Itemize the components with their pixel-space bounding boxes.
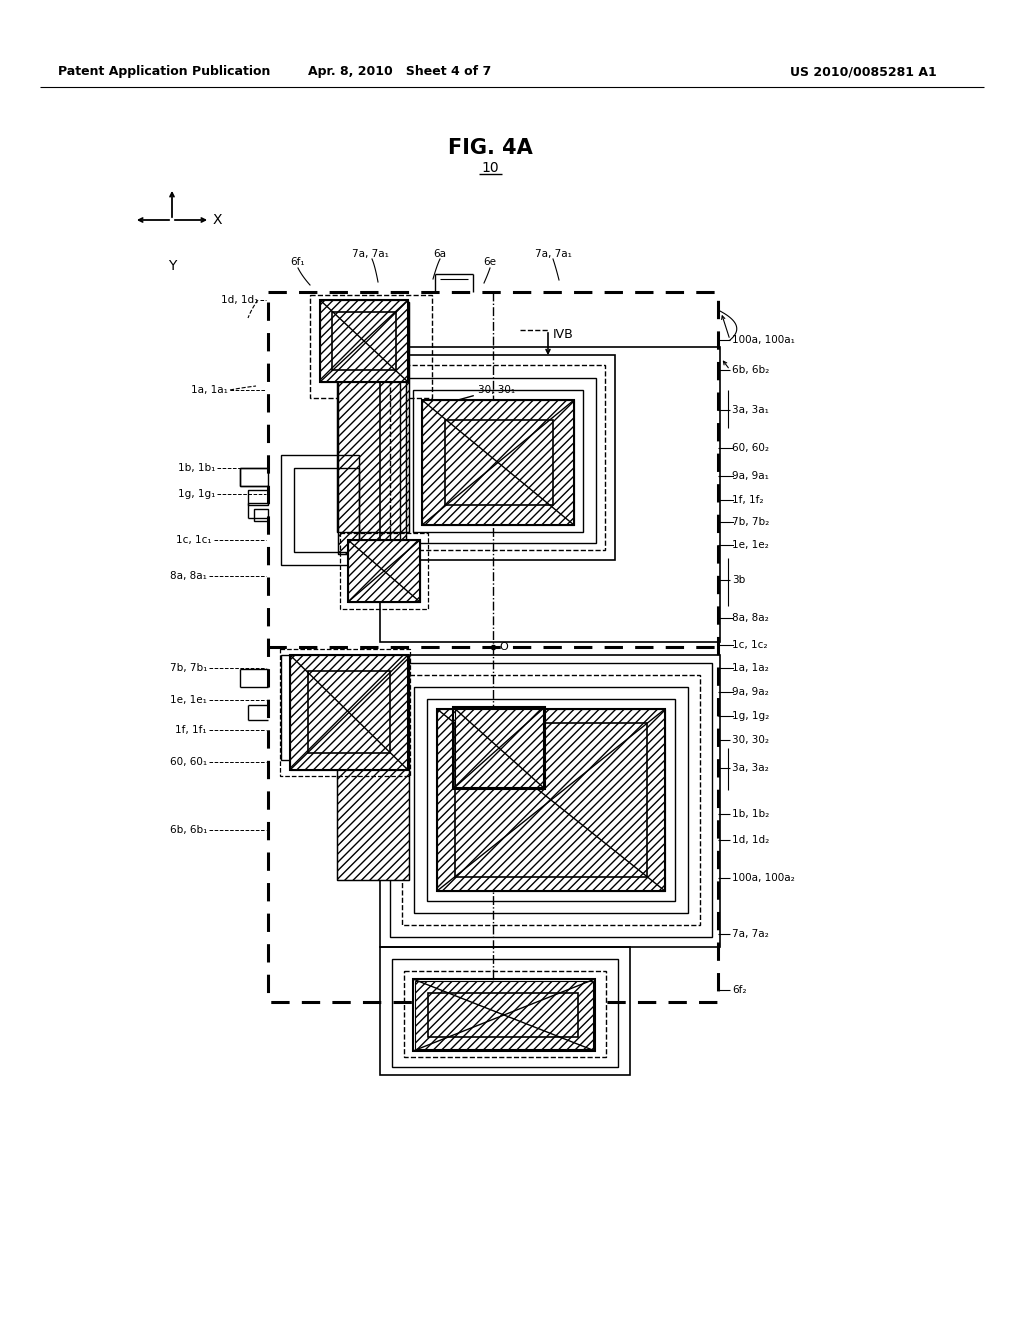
- Text: 3a, 3a₂: 3a, 3a₂: [732, 763, 769, 774]
- Text: 7a, 7a₁: 7a, 7a₁: [535, 249, 571, 259]
- Bar: [290, 655, 408, 770]
- Text: 100a, 100a₂: 100a, 100a₂: [732, 873, 795, 883]
- Text: 60, 60₂: 60, 60₂: [732, 444, 769, 453]
- Text: 1b, 1b₁: 1b, 1b₁: [177, 463, 215, 473]
- Bar: [453, 708, 545, 789]
- Bar: [340, 533, 428, 609]
- Bar: [380, 946, 630, 1074]
- Bar: [319, 300, 408, 381]
- Bar: [248, 490, 268, 506]
- Bar: [437, 709, 665, 891]
- Text: 1e, 1e₂: 1e, 1e₂: [732, 540, 769, 550]
- Bar: [380, 355, 615, 560]
- Bar: [404, 972, 606, 1057]
- Bar: [281, 655, 359, 760]
- Bar: [422, 400, 574, 525]
- Text: 9a, 9a₂: 9a, 9a₂: [732, 686, 769, 697]
- Bar: [390, 663, 712, 937]
- Bar: [332, 312, 396, 370]
- Bar: [294, 669, 359, 747]
- Bar: [402, 675, 700, 925]
- Text: US 2010/0085281 A1: US 2010/0085281 A1: [790, 66, 937, 78]
- Text: IVB: IVB: [459, 1020, 479, 1034]
- Text: 7b, 7b₁: 7b, 7b₁: [170, 663, 207, 673]
- Text: 6b, 6b₂: 6b, 6b₂: [732, 366, 769, 375]
- Text: 8a, 8a₁: 8a, 8a₁: [170, 572, 207, 581]
- Bar: [280, 649, 410, 776]
- Text: 1b, 1b₂: 1b, 1b₂: [732, 809, 769, 818]
- Bar: [294, 469, 359, 552]
- Text: 7a, 7a₂: 7a, 7a₂: [732, 929, 769, 939]
- Bar: [348, 540, 420, 602]
- Text: 30, 30₂: 30, 30₂: [520, 735, 557, 744]
- Text: 100a, 100a₁: 100a, 100a₁: [732, 335, 795, 345]
- Text: FIG. 4A: FIG. 4A: [447, 139, 532, 158]
- Text: Y: Y: [168, 259, 176, 273]
- Text: 1g, 1g₂: 1g, 1g₂: [732, 711, 769, 721]
- Text: 10: 10: [481, 161, 499, 176]
- Text: 1e, 1e₁: 1e, 1e₁: [170, 696, 207, 705]
- Bar: [427, 700, 675, 902]
- Bar: [445, 420, 553, 506]
- Bar: [437, 709, 665, 891]
- Bar: [428, 993, 578, 1038]
- Text: 3b: 3b: [732, 576, 745, 585]
- Bar: [414, 686, 688, 913]
- Text: 1f, 1f₂: 1f, 1f₂: [732, 495, 764, 506]
- Bar: [240, 469, 268, 486]
- Text: 1a, 1a₁: 1a, 1a₁: [191, 385, 228, 395]
- Text: 6e: 6e: [483, 257, 497, 267]
- Bar: [415, 981, 593, 1049]
- Text: Apr. 8, 2010   Sheet 4 of 7: Apr. 8, 2010 Sheet 4 of 7: [308, 66, 492, 78]
- Bar: [348, 540, 420, 602]
- Text: 3a, 3a₁: 3a, 3a₁: [732, 405, 769, 414]
- Bar: [337, 655, 409, 880]
- Bar: [310, 294, 432, 399]
- Bar: [268, 292, 718, 1002]
- Bar: [455, 723, 647, 876]
- Text: 60, 60₁: 60, 60₁: [170, 756, 207, 767]
- Text: O: O: [499, 642, 508, 652]
- Bar: [254, 510, 268, 521]
- Bar: [380, 347, 720, 642]
- Bar: [400, 378, 596, 543]
- Text: 7a, 7a₁: 7a, 7a₁: [351, 249, 388, 259]
- Bar: [319, 300, 408, 381]
- Text: 9a, 9a₁: 9a, 9a₁: [732, 471, 769, 480]
- Text: 1f, 1f₁: 1f, 1f₁: [175, 725, 207, 735]
- Bar: [308, 671, 390, 752]
- Text: 1c, 1c₁: 1c, 1c₁: [176, 535, 212, 545]
- Bar: [392, 960, 618, 1067]
- Text: 1g, 1g₁: 1g, 1g₁: [177, 488, 215, 499]
- Bar: [337, 302, 409, 532]
- Bar: [290, 655, 408, 770]
- Text: 6f₂: 6f₂: [732, 985, 746, 995]
- Bar: [455, 709, 543, 787]
- Bar: [380, 655, 720, 946]
- Text: 6f₁: 6f₁: [291, 257, 305, 267]
- Text: X: X: [213, 213, 222, 227]
- Text: 1d, 1d₁: 1d, 1d₁: [220, 294, 258, 305]
- Bar: [413, 979, 595, 1051]
- Text: 7b, 7b₂: 7b, 7b₂: [732, 517, 769, 527]
- Text: 30, 30₂: 30, 30₂: [732, 735, 769, 744]
- Bar: [337, 655, 409, 880]
- Text: IVB: IVB: [553, 327, 573, 341]
- Text: 1a, 1a₂: 1a, 1a₂: [732, 663, 769, 673]
- Text: 1d, 1d₂: 1d, 1d₂: [732, 836, 769, 845]
- Bar: [422, 400, 574, 525]
- Text: Patent Application Publication: Patent Application Publication: [58, 66, 270, 78]
- Bar: [413, 389, 583, 532]
- Text: 6a: 6a: [433, 249, 446, 259]
- Text: 1c, 1c₂: 1c, 1c₂: [732, 640, 768, 649]
- Bar: [281, 455, 359, 565]
- Bar: [390, 366, 605, 550]
- Bar: [338, 380, 406, 554]
- Bar: [338, 380, 406, 554]
- Text: 30, 30₁: 30, 30₁: [478, 385, 515, 395]
- Text: 6b, 6b₁: 6b, 6b₁: [170, 825, 207, 836]
- Bar: [337, 302, 409, 532]
- Text: 8a, 8a₂: 8a, 8a₂: [732, 612, 769, 623]
